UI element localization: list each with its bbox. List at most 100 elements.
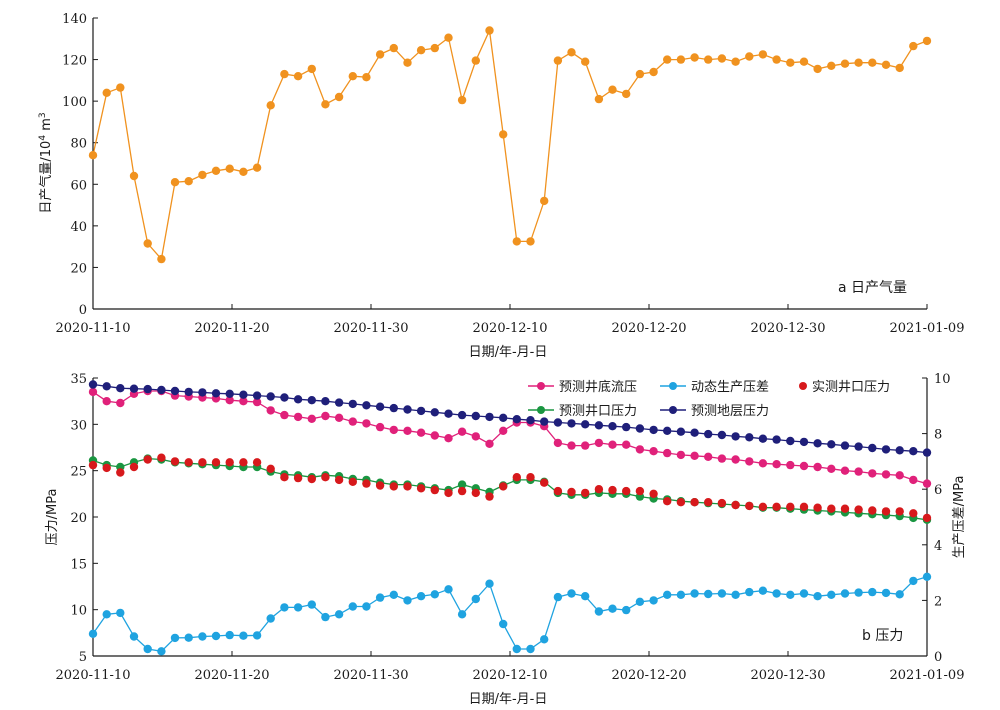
chart-b-y2-label: 生产压差/MPa: [952, 476, 967, 559]
data-point: [608, 604, 617, 613]
y-tick-label: 20: [70, 261, 87, 276]
data-point: [403, 482, 412, 491]
data-point: [758, 502, 768, 511]
data-point: [116, 398, 125, 408]
data-point: [143, 644, 152, 654]
data-point: [909, 475, 918, 485]
data-point: [225, 458, 234, 467]
chart-b-annotation: b 压力: [862, 628, 903, 644]
data-point: [868, 469, 877, 478]
data-point: [758, 434, 768, 443]
data-point: [745, 457, 754, 466]
data-point: [881, 445, 891, 454]
data-point: [663, 426, 672, 435]
data-point: [717, 498, 727, 508]
data-point: [211, 458, 221, 467]
data-point: [444, 585, 453, 594]
chart-a-y-ticks: 0 20 40 60 80 100 120 140: [62, 12, 98, 318]
data-point: [88, 387, 98, 397]
data-point: [266, 406, 275, 415]
data-point: [909, 41, 918, 51]
data-point: [895, 63, 904, 73]
chart-b-right-ticks: 0 2 4 6 8 10: [922, 372, 951, 665]
data-point: [280, 69, 289, 79]
data-point: [799, 461, 809, 471]
data-point: [471, 411, 480, 421]
data-point: [772, 435, 781, 444]
data-point: [594, 438, 604, 448]
y2-tick-label: 10: [934, 372, 951, 387]
data-point: [225, 630, 234, 640]
data-point: [129, 384, 139, 393]
data-point: [786, 436, 795, 446]
data-point: [170, 457, 180, 466]
data-point: [430, 485, 439, 495]
data-point: [881, 507, 891, 516]
legend-marker: [537, 382, 545, 390]
data-point: [430, 43, 439, 53]
y-tick-label: 25: [70, 465, 87, 480]
data-point: [635, 69, 645, 79]
data-point: [307, 64, 316, 74]
data-point: [307, 600, 316, 609]
data-point: [157, 254, 166, 264]
legend-marker: [537, 406, 545, 414]
data-point: [799, 57, 809, 66]
data-point: [129, 632, 139, 641]
data-point: [731, 590, 740, 599]
data-point: [457, 480, 467, 489]
data-point: [321, 397, 330, 406]
data-point: [827, 504, 836, 513]
data-point: [512, 237, 521, 246]
data-point: [499, 619, 508, 629]
data-point: [553, 438, 563, 448]
data-point: [772, 55, 781, 64]
data-point: [211, 166, 221, 175]
data-point: [430, 431, 439, 440]
data-point: [827, 590, 836, 599]
legend-item-measured-whp: 实测井口压力: [799, 380, 890, 395]
data-point: [252, 397, 262, 407]
data-point: [157, 647, 166, 656]
series-line: [92, 576, 928, 652]
data-point: [499, 413, 508, 422]
data-point: [581, 420, 590, 429]
x-tick-label: 2021-01-09: [890, 321, 965, 336]
data-point: [922, 513, 932, 523]
data-point: [362, 401, 371, 410]
data-point: [198, 632, 207, 641]
data-point: [676, 427, 686, 436]
data-point: [663, 55, 672, 64]
data-point: [786, 502, 795, 511]
y-tick-label: 5: [79, 650, 87, 665]
data-point: [198, 388, 207, 397]
data-point: [170, 633, 180, 643]
data-point: [389, 43, 398, 53]
data-point: [334, 475, 344, 485]
legend-label: 预测井口压力: [559, 404, 637, 419]
x-tick-label: 2020-12-10: [473, 321, 548, 336]
data-point: [676, 498, 686, 507]
data-point: [827, 464, 836, 473]
x-tick-label: 2020-12-20: [612, 668, 687, 683]
data-point: [88, 380, 98, 389]
data-point: [731, 500, 740, 510]
y2-tick-label: 4: [934, 539, 942, 554]
data-point: [184, 177, 193, 186]
chart-b-x-ticks: 2020-11-10 2020-11-20 2020-11-30 2020-12-10…: [56, 651, 964, 683]
data-point: [184, 387, 193, 397]
data-point: [799, 589, 809, 598]
data-point: [184, 633, 193, 642]
data-point: [813, 439, 822, 448]
data-point: [690, 589, 699, 598]
data-point: [334, 610, 344, 619]
data-point: [663, 448, 672, 458]
legend-marker: [799, 382, 807, 390]
data-point: [375, 402, 385, 411]
data-point: [881, 60, 891, 69]
data-point: [594, 94, 604, 104]
data-point: [444, 409, 453, 418]
data-point: [868, 58, 877, 67]
chart-a-y-label: 日产气量/104 m3: [38, 112, 54, 213]
